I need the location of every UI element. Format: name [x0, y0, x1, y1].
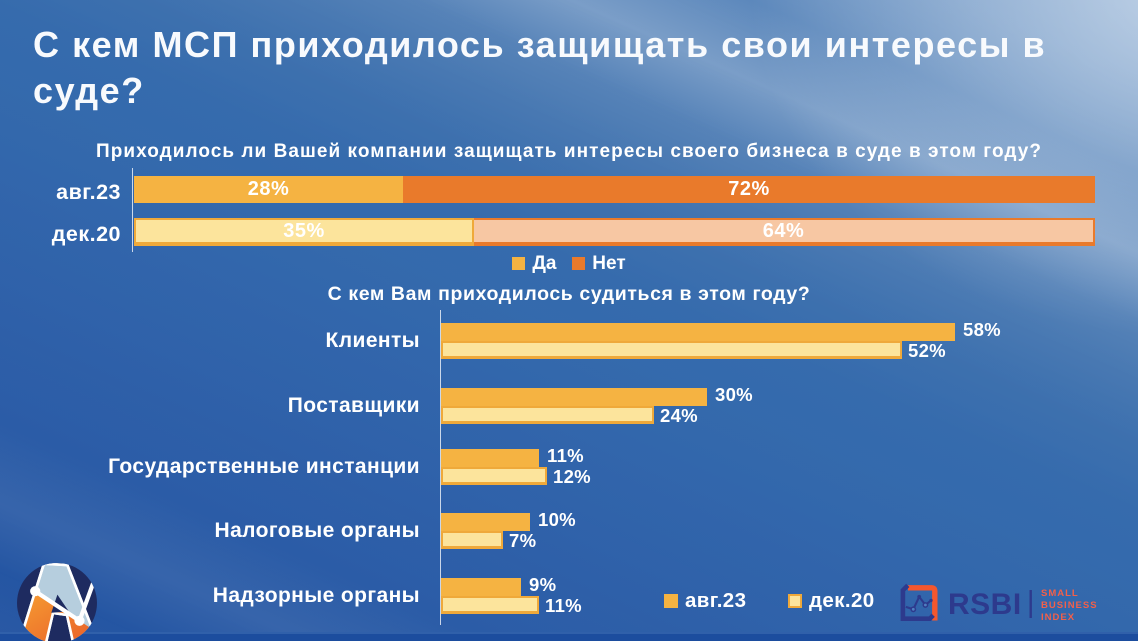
- svg-text:RSBI: RSBI: [948, 588, 1022, 621]
- svg-text:INDEX: INDEX: [1041, 612, 1075, 623]
- svg-text:SMALL: SMALL: [1041, 588, 1079, 599]
- svg-text:BUSINESS: BUSINESS: [1041, 600, 1098, 611]
